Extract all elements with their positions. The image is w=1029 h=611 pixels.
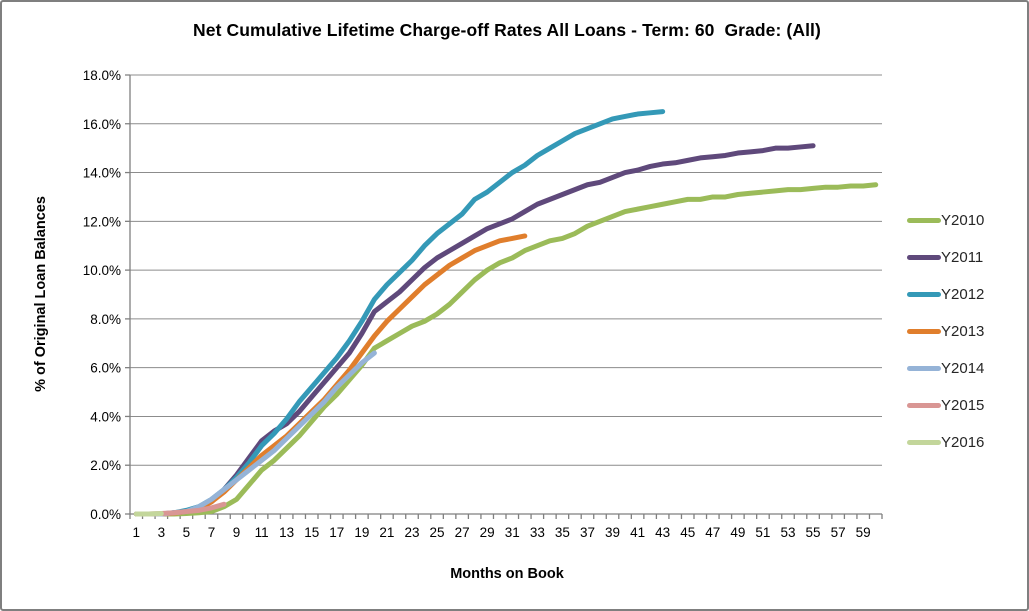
legend-label: Y2010 — [941, 211, 985, 229]
x-tick-label: 55 — [806, 525, 821, 540]
y-tick-label: 16.0% — [83, 117, 121, 132]
y-tick-label: 18.0% — [83, 68, 121, 83]
chart-legend: Y2010 Y2011 Y2012 Y2013 Y2014 Y2015 Y2016 — [907, 208, 984, 454]
x-tick-label: 47 — [705, 525, 720, 540]
x-tick-label: 43 — [655, 525, 670, 540]
series-line-Y2014 — [133, 350, 377, 517]
legend-label: Y2015 — [941, 396, 985, 414]
legend-item-Y2010: Y2010 — [907, 208, 984, 232]
y-tick-label: 6.0% — [90, 361, 121, 376]
x-tick-label: 35 — [555, 525, 570, 540]
x-tick-label: 51 — [755, 525, 770, 540]
legend-label: Y2016 — [941, 433, 985, 451]
series-line-Y2012 — [133, 109, 666, 517]
x-tick-label: 13 — [279, 525, 294, 540]
legend-label: Y2013 — [941, 322, 985, 340]
y-tick-label: 14.0% — [83, 166, 121, 181]
legend-item-Y2012: Y2012 — [907, 282, 984, 306]
legend-item-Y2016: Y2016 — [907, 430, 984, 454]
legend-label: Y2011 — [941, 248, 984, 266]
x-tick-label: 49 — [730, 525, 745, 540]
legend-swatch-icon — [907, 328, 941, 334]
y-tick-label: 10.0% — [83, 263, 121, 278]
x-tick-label: 7 — [208, 525, 216, 540]
y-tick-label: 2.0% — [90, 458, 121, 473]
x-tick-label: 33 — [530, 525, 545, 540]
x-tick-label: 29 — [480, 525, 495, 540]
x-tick-label: 11 — [255, 525, 269, 540]
legend-swatch-icon — [907, 365, 941, 371]
x-tick-label: 15 — [304, 525, 319, 540]
chart-title: Net Cumulative Lifetime Charge-off Rates… — [193, 20, 821, 40]
legend-item-Y2013: Y2013 — [907, 319, 984, 343]
x-axis-title: Months on Book — [450, 566, 564, 582]
y-axis-title: % of Original Loan Balances — [33, 196, 49, 392]
x-tick-label: 37 — [580, 525, 595, 540]
x-tick-label: 27 — [455, 525, 470, 540]
legend-item-Y2014: Y2014 — [907, 356, 984, 380]
x-tick-label: 57 — [831, 525, 846, 540]
y-tick-label: 4.0% — [90, 409, 121, 424]
y-tick-label: 8.0% — [90, 312, 121, 327]
legend-swatch-icon — [907, 402, 941, 408]
x-tick-label: 25 — [430, 525, 445, 540]
legend-label: Y2014 — [941, 359, 985, 377]
x-tick-label: 17 — [329, 525, 344, 540]
x-tick-label: 3 — [158, 525, 166, 540]
series-line-Y2011 — [133, 143, 816, 517]
legend-swatch-icon — [907, 291, 941, 297]
series-line-Y2010 — [133, 182, 879, 517]
x-tick-label: 1 — [133, 525, 141, 540]
legend-label: Y2012 — [941, 285, 985, 303]
legend-swatch-icon — [907, 254, 941, 260]
x-tick-label: 53 — [780, 525, 795, 540]
x-tick-label: 19 — [354, 525, 369, 540]
legend-item-Y2011: Y2011 — [907, 245, 984, 269]
x-tick-label: 45 — [680, 525, 695, 540]
x-tick-label: 39 — [605, 525, 620, 540]
legend-swatch-icon — [907, 217, 941, 223]
x-tick-label: 41 — [630, 525, 645, 540]
x-tick-label: 23 — [404, 525, 419, 540]
y-tick-label: 12.0% — [83, 214, 121, 229]
legend-item-Y2015: Y2015 — [907, 393, 984, 417]
y-tick-label: 0.0% — [90, 507, 121, 522]
x-tick-label: 9 — [233, 525, 241, 540]
legend-swatch-icon — [907, 439, 941, 445]
x-tick-label: 21 — [379, 525, 394, 540]
x-tick-label: 5 — [183, 525, 191, 540]
x-tick-label: 31 — [505, 525, 520, 540]
x-tick-label: 59 — [856, 525, 871, 540]
